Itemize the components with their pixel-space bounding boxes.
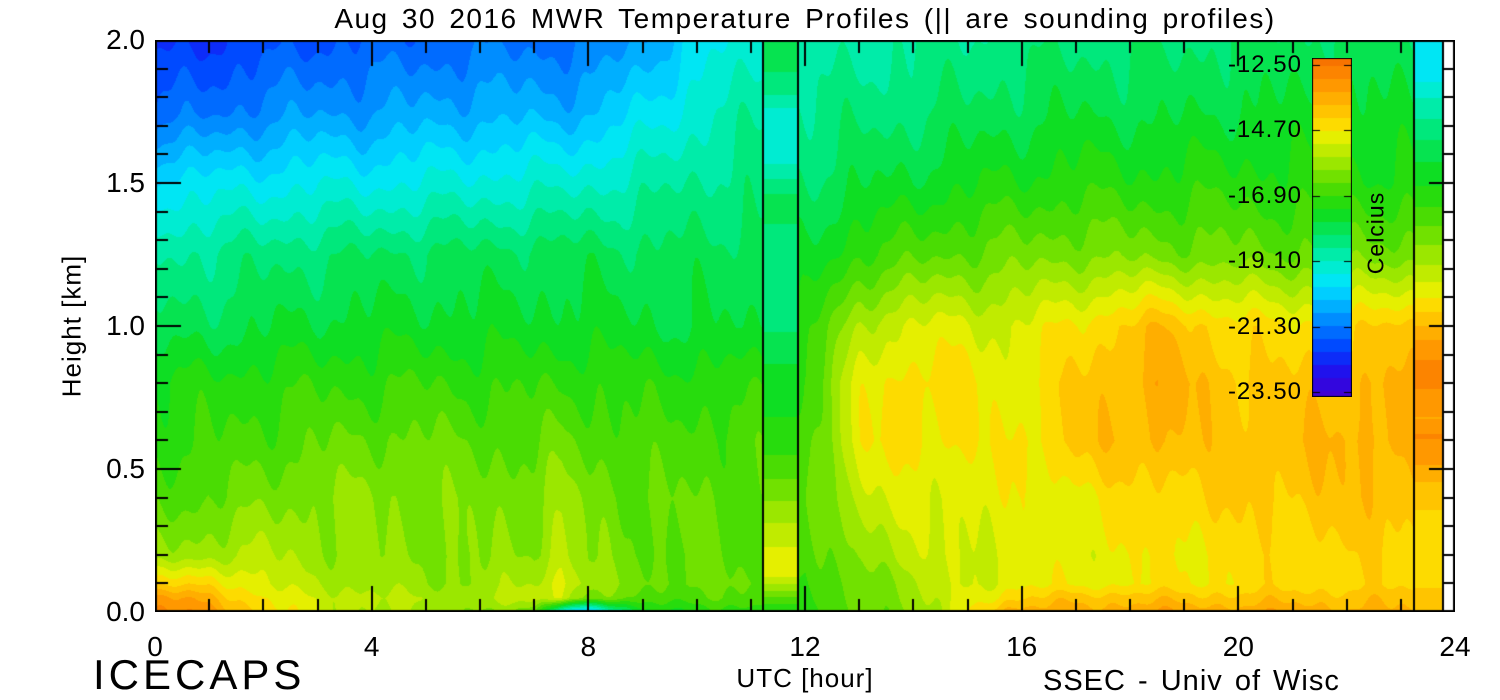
heatmap-plot-area — [155, 40, 1455, 612]
y-tick-label: 1.0 — [106, 310, 145, 341]
y-tick-label: 0.0 — [106, 596, 145, 627]
colorbar-title-text: Celcius — [1362, 191, 1389, 275]
chart-title: Aug 30 2016 MWR Temperature Profiles (||… — [334, 3, 1276, 34]
x-tick-label: 12 — [789, 631, 821, 662]
colorbar-tick-label: -19.10 — [1227, 247, 1302, 275]
y-tick-label: 0.5 — [106, 453, 145, 484]
y-tick-label: 2.0 — [106, 24, 145, 55]
footer-project-label: ICECAPS — [93, 651, 306, 698]
y-tick-label: 1.5 — [106, 167, 145, 198]
colorbar-tick-label: -14.70 — [1227, 116, 1302, 144]
colorbar-tick-label: -12.50 — [1227, 51, 1302, 79]
x-tick-label: 20 — [1222, 631, 1254, 662]
colorbar-tick-label: -23.50 — [1227, 377, 1302, 405]
x-axis-title: UTC [hour] — [736, 663, 874, 693]
x-tick-label: 4 — [363, 631, 380, 662]
x-tick-label: 8 — [580, 631, 597, 662]
x-tick-label: 16 — [1006, 631, 1038, 662]
x-tick-label: 24 — [1439, 631, 1471, 662]
colorbar-tick-label: -21.30 — [1227, 312, 1302, 340]
colorbar — [1312, 58, 1352, 397]
footer-institution-label: SSEC - Univ of Wisc — [1043, 665, 1340, 697]
x-tick-label: 0 — [147, 631, 163, 662]
colorbar-tick-label: -16.90 — [1227, 181, 1302, 209]
